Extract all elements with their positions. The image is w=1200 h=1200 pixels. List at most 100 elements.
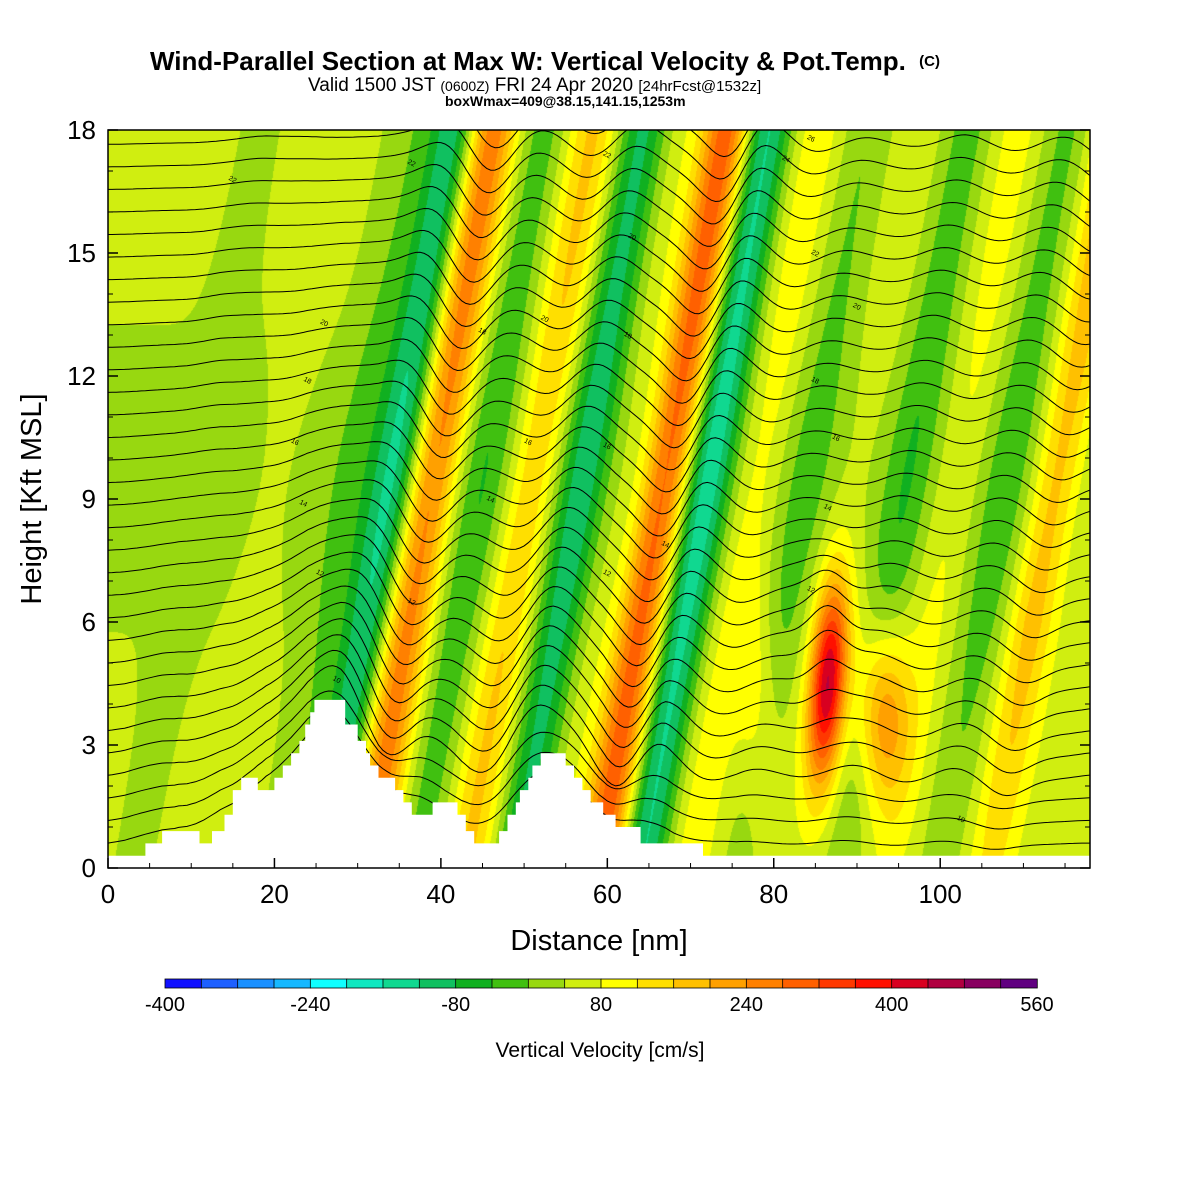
pot-temp-contour-line: [108, 441, 1090, 515]
contour-label: 24: [781, 155, 791, 165]
colorbar-swatch: [455, 978, 493, 989]
colorbar: [164, 978, 1038, 989]
contour-label: 10: [331, 675, 341, 685]
colorbar-swatch: [346, 978, 384, 989]
pot-temp-contour-labels: 10 12 14 16 18 20 22 22 12 14 16 18 20 12 14 16 18 20 22 24…: [227, 134, 965, 824]
pot-temp-contour-line: [108, 479, 1090, 559]
pot-temp-contour-line: [476, 130, 749, 158]
colorbar-swatch: [963, 978, 1002, 989]
colorbar-tick-label: -80: [441, 994, 470, 1016]
colorbar-swatch: [745, 978, 784, 989]
colorbar-swatch: [309, 978, 348, 989]
y-tick-label: 12: [67, 361, 96, 391]
colorbar-tick-label: -240: [290, 994, 330, 1016]
colorbar-swatch: [891, 978, 929, 989]
contour-label: 18: [302, 376, 312, 386]
pot-temp-contour-line: [108, 380, 1090, 449]
pot-temp-contour-line: [108, 130, 1090, 180]
terrain-mask: [108, 699, 1090, 868]
contour-label: 16: [523, 438, 533, 448]
valid-time-line: Valid 1500 JST (0600Z) FRI 24 Apr 2020 […: [308, 75, 761, 96]
contour-label: 12: [806, 585, 816, 595]
contour-label: 26: [806, 134, 816, 144]
pot-temp-contour-line: [108, 207, 1090, 270]
pot-temp-contour-line: [108, 460, 1090, 537]
pot-temp-contour-line: [108, 141, 1090, 203]
contour-label: 14: [298, 499, 308, 509]
contour-label: 22: [406, 159, 416, 169]
pot-temp-contour-line: [108, 401, 1090, 471]
pot-temp-contour-line: [108, 649, 1090, 774]
colorbar-tick-label: 80: [590, 994, 612, 1016]
pot-temp-contour-line: [108, 295, 1090, 360]
colorbar-swatch: [382, 978, 421, 989]
y-axis-label: Height [Kft MSL]: [16, 393, 48, 604]
contour-label: 12: [602, 569, 612, 579]
colorbar-swatch: [927, 978, 966, 989]
colorbar-swatch: [600, 978, 639, 989]
y-tick-label: 18: [67, 115, 96, 145]
contour-label: 16: [602, 442, 612, 452]
y-tick-label: 9: [82, 484, 96, 514]
colorbar-swatch: [164, 978, 203, 989]
colorbar-swatch: [782, 978, 820, 989]
x-tick-label: 100: [919, 879, 962, 909]
contour-label: 20: [627, 233, 637, 243]
colorbar-swatch: [854, 978, 893, 989]
colorbar-swatch: [818, 978, 857, 989]
pot-temp-contour-line: [108, 251, 1090, 315]
colorbar-tick-label: 240: [730, 994, 763, 1016]
pot-temp-contour-line: [108, 551, 1090, 646]
pot-temp-contour-line: [108, 601, 1090, 708]
colorbar-swatch: [237, 978, 275, 989]
y-tick-label: 15: [67, 238, 96, 268]
vertical-velocity-field: [108, 130, 1090, 868]
x-tick-label: 80: [759, 879, 788, 909]
contour-label: 12: [315, 569, 325, 579]
contour-label: 22: [227, 175, 237, 185]
x-axis: 0 20 40 60 80 100: [101, 858, 1066, 909]
contour-label: 18: [810, 376, 820, 386]
colorbar-swatch: [527, 978, 566, 989]
colorbar-swatch: [636, 978, 675, 989]
contour-label: 14: [822, 503, 832, 513]
pot-temp-contour-line: [108, 316, 1090, 382]
colorbar-label: Vertical Velocity [cm/s]: [496, 1039, 705, 1062]
x-tick-label: 0: [101, 879, 115, 909]
y-tick-label: 6: [82, 607, 96, 637]
pot-temp-contour-line: [108, 665, 1090, 797]
colorbar-swatch: [491, 978, 530, 989]
pot-temp-contour-line: [108, 534, 1090, 624]
pot-temp-contour-line: [108, 585, 1090, 688]
contour-label: 22: [810, 249, 820, 259]
pot-temp-contour-line: [108, 618, 1090, 729]
colorbar-tick-label: 560: [1020, 994, 1053, 1016]
box-wmax-line: boxWmax=409@38.15,141.15,1253m: [445, 93, 686, 109]
contour-label: 14: [485, 495, 495, 505]
pot-temp-contour-line: [108, 568, 1090, 667]
x-tick-label: 20: [260, 879, 289, 909]
copyright-mark: (C): [919, 53, 940, 70]
contour-label: 16: [290, 438, 300, 448]
colorbar-swatch: [418, 978, 457, 989]
pot-temp-contour-line: [108, 163, 1090, 225]
x-tick-label: 60: [593, 879, 622, 909]
cross-section-plot: 10 12 14 16 18 20 22 22 12 14 16 18 20 12 14 16 18 20 22 24…: [108, 130, 1090, 868]
contour-label: 18: [477, 327, 487, 337]
colorbar-swatch: [273, 978, 312, 989]
pot-temp-contour-line: [108, 421, 1090, 493]
colorbar-swatch: [1000, 978, 1038, 989]
colorbar-swatch: [673, 978, 711, 989]
colorbar-tick-labels: -400 -240 -80 80 240 400 560: [145, 994, 1054, 1016]
pot-temp-contour-line: [108, 690, 1090, 810]
colorbar-swatch: [200, 978, 239, 989]
contour-label: 22: [602, 151, 612, 161]
colorbar-tick-label: -400: [145, 994, 185, 1016]
contour-label: 20: [319, 319, 329, 329]
pot-temp-contour-line: [108, 273, 1090, 337]
pot-temp-contours: [108, 130, 1090, 850]
contour-label: 10: [955, 815, 965, 825]
contour-label: 20: [539, 315, 549, 325]
contour-label: 20: [851, 302, 861, 312]
